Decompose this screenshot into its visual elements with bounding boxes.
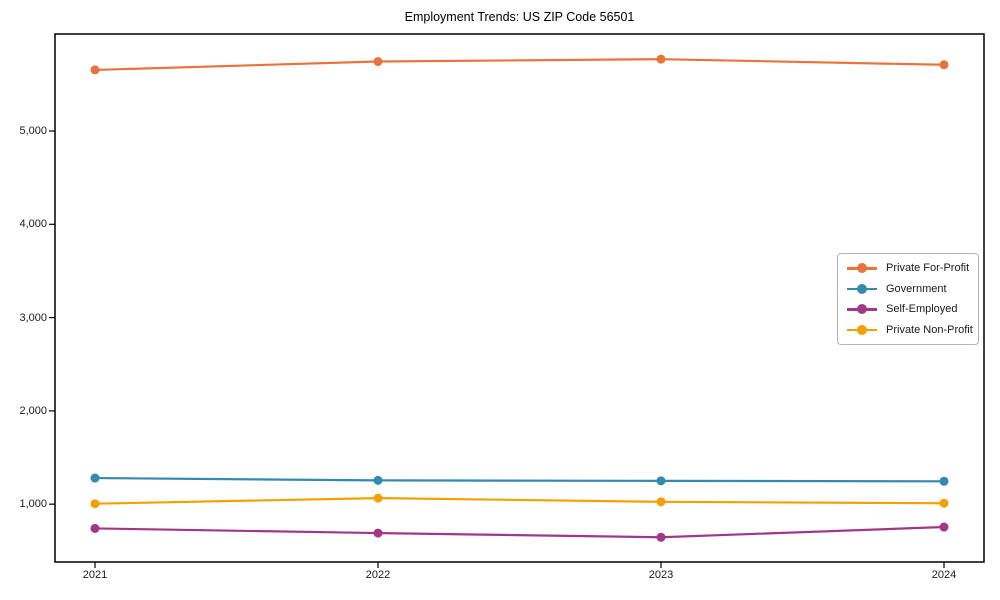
x-tick-label: 2021 <box>82 569 108 581</box>
data-point-marker <box>90 523 100 533</box>
data-point-marker <box>939 60 949 70</box>
data-point-marker <box>656 532 666 542</box>
chart-title: Employment Trends: US ZIP Code 56501 <box>404 10 635 24</box>
series-line-private-for-profit <box>94 58 945 72</box>
data-point-marker <box>939 522 949 532</box>
legend-line-marker-swatch <box>847 282 877 296</box>
x-tick-label: 2024 <box>931 569 957 581</box>
y-tick-label: 3,000 <box>19 311 47 324</box>
y-tick-label: 5,000 <box>19 125 47 138</box>
legend-label: Private For-Profit <box>886 262 970 275</box>
legend-item-private-non-profit: Private Non-Profit <box>847 321 973 339</box>
y-tick-label: 1,000 <box>19 498 47 511</box>
y-tick-label: 4,000 <box>19 218 47 231</box>
data-point-marker <box>373 475 383 485</box>
legend: Private For-Profit Government Self-Emplo… <box>837 253 979 345</box>
data-point-marker <box>90 473 100 483</box>
legend-line-marker-swatch <box>847 323 877 337</box>
data-point-marker <box>373 57 383 67</box>
y-tick-label: 2,000 <box>19 404 47 417</box>
x-tick-label: 2023 <box>648 569 674 581</box>
legend-item-government: Government <box>847 280 972 298</box>
data-point-marker <box>656 54 666 64</box>
x-tick-label: 2022 <box>365 569 391 581</box>
legend-item-private-for-profit: Private For-Profit <box>847 259 972 277</box>
legend-line-marker-swatch <box>847 261 877 275</box>
legend-label: Private Non-Profit <box>886 323 973 336</box>
data-point-marker <box>373 493 383 503</box>
legend-label: Government <box>886 282 947 295</box>
series-line-self-employed <box>94 525 945 539</box>
data-point-marker <box>656 476 666 486</box>
series-line-government <box>94 476 945 483</box>
plot-frame <box>54 33 985 563</box>
data-point-marker <box>939 476 949 486</box>
legend-label: Self-Employed <box>886 303 958 316</box>
legend-item-self-employed: Self-Employed <box>847 300 972 318</box>
data-point-marker <box>373 528 383 538</box>
data-point-marker <box>90 499 100 509</box>
data-point-marker <box>939 498 949 508</box>
data-point-marker <box>90 65 100 75</box>
series-line-private-non-profit <box>94 496 945 505</box>
data-point-marker <box>656 497 666 507</box>
legend-line-marker-swatch <box>847 302 877 316</box>
